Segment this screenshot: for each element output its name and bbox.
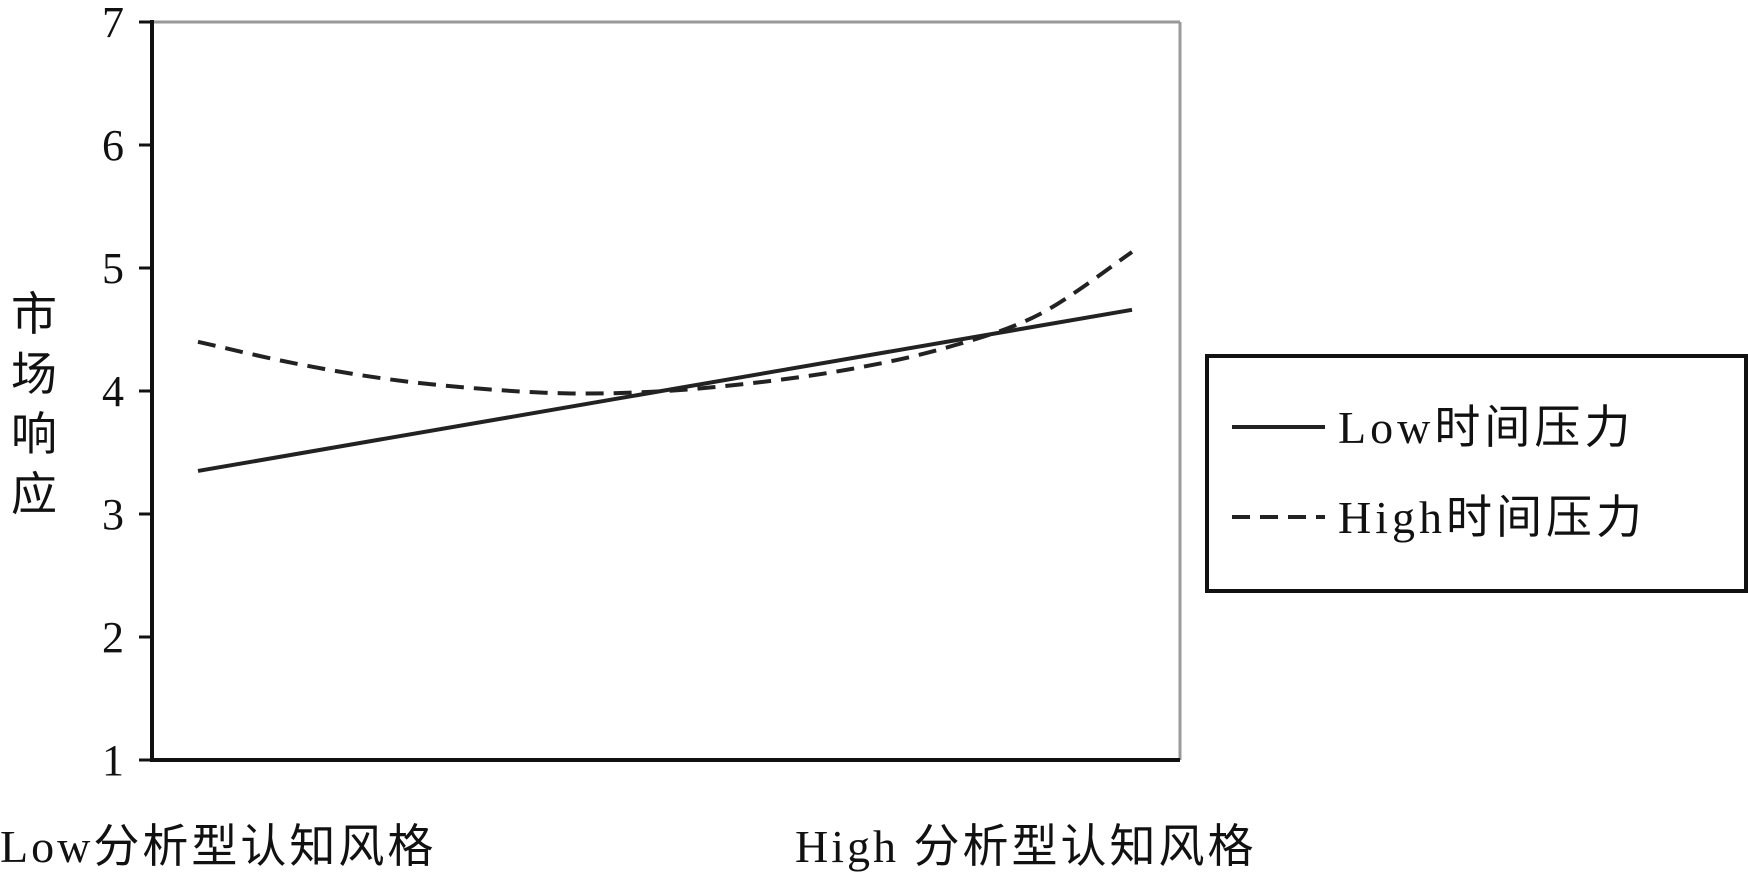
series-line-high — [197, 250, 1134, 396]
y-tick-label: 5 — [102, 244, 124, 293]
y-tick-label: 6 — [102, 121, 124, 170]
y-tick-label: 4 — [102, 367, 124, 416]
y-axis-title-char: 市 — [11, 287, 57, 341]
y-ticks: 1 2 3 4 5 6 7 — [102, 0, 152, 785]
y-tick-label: 3 — [102, 490, 124, 539]
y-axis-title-char: 应 — [11, 467, 57, 521]
x-category-label-low: Low分析型认知风格 — [0, 821, 436, 872]
series-layer — [197, 250, 1134, 473]
y-tick-label: 2 — [102, 613, 124, 662]
y-tick-label: 1 — [102, 736, 124, 785]
y-axis-title-char: 响 — [11, 407, 57, 461]
series-line-low — [197, 307, 1133, 473]
legend-label-low: Low时间压力 — [1338, 402, 1634, 453]
x-category-label-high: High 分析型认知风格 — [795, 821, 1257, 872]
y-tick-label: 7 — [102, 0, 124, 47]
legend: Low时间压力 High时间压力 — [1205, 354, 1748, 593]
legend-box — [1205, 354, 1748, 593]
y-axis-title-char: 场 — [11, 347, 57, 401]
legend-label-high: High时间压力 — [1338, 492, 1646, 543]
